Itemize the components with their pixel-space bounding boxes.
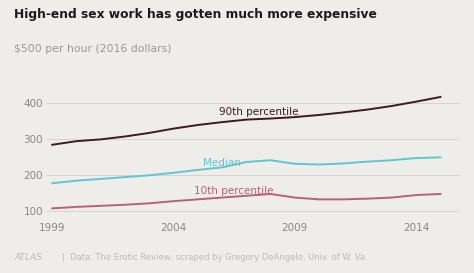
Text: |  Data: The Erotic Review, scraped by Gregory DeAngelo, Univ. of W. Va.: | Data: The Erotic Review, scraped by Gr…	[62, 253, 367, 262]
Text: 90th percentile: 90th percentile	[219, 107, 298, 117]
Text: Median: Median	[203, 158, 241, 168]
Text: 10th percentile: 10th percentile	[194, 186, 274, 196]
Text: $500 per hour (2016 dollars): $500 per hour (2016 dollars)	[14, 44, 172, 54]
Text: High-end sex work has gotten much more expensive: High-end sex work has gotten much more e…	[14, 8, 377, 21]
Text: ATLAS: ATLAS	[14, 253, 42, 262]
